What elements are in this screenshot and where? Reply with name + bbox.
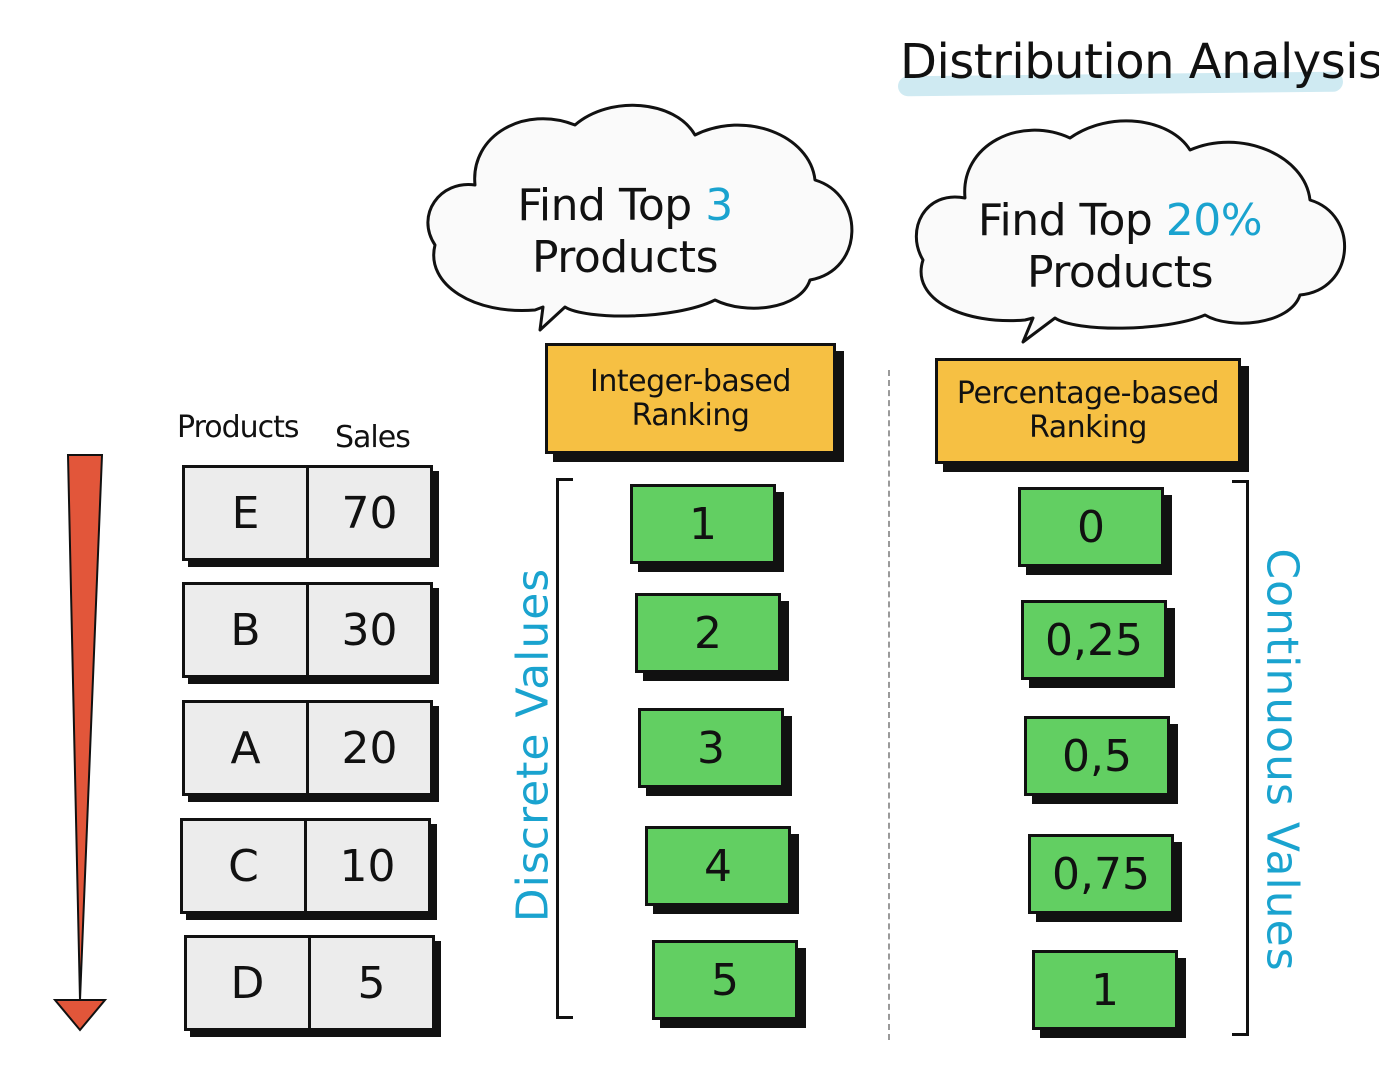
descending-arrow-icon bbox=[52, 454, 108, 1032]
integer-rank-box: 5 bbox=[652, 940, 798, 1020]
percent-rank-box: 1 bbox=[1032, 950, 1178, 1030]
product-cell: A bbox=[230, 722, 261, 774]
sales-header: Sales bbox=[335, 420, 411, 455]
product-cell: E bbox=[231, 487, 260, 539]
cloud-line1: Find Top bbox=[517, 180, 706, 231]
discrete-bracket bbox=[556, 478, 573, 1019]
table-row: A 20 bbox=[182, 700, 433, 796]
cloud-text-top3: Find Top 3 Products bbox=[470, 180, 780, 284]
product-cell: C bbox=[228, 840, 259, 892]
label-line2: Ranking bbox=[1029, 410, 1147, 445]
products-header: Products bbox=[177, 410, 300, 445]
discrete-values-label: Discrete Values bbox=[507, 567, 559, 923]
thought-cloud-top3 bbox=[426, 103, 854, 332]
cloud-line2: Products bbox=[532, 232, 719, 283]
sales-cell: 70 bbox=[306, 468, 430, 558]
percent-rank-box: 0,5 bbox=[1024, 716, 1170, 796]
thought-cloud-top20 bbox=[914, 119, 1346, 344]
product-cell: B bbox=[230, 604, 261, 656]
cloud-highlight: 20% bbox=[1165, 195, 1263, 246]
page-title: Distribution Analysis bbox=[900, 34, 1379, 90]
cloud-line2: Products bbox=[1027, 247, 1214, 298]
integer-rank-box: 3 bbox=[638, 708, 784, 788]
table-row: C 10 bbox=[180, 818, 431, 914]
product-cell: D bbox=[230, 957, 265, 1009]
table-row: E 70 bbox=[182, 465, 433, 561]
integer-rank-box: 4 bbox=[645, 826, 791, 906]
table-row: D 5 bbox=[184, 935, 435, 1031]
label-line1: Integer-based bbox=[590, 363, 791, 399]
integer-based-ranking-label: Integer-based Ranking bbox=[545, 343, 836, 454]
percent-rank-box: 0,25 bbox=[1021, 600, 1167, 680]
continuous-bracket bbox=[1232, 480, 1249, 1036]
continuous-values-label: Continuous Values bbox=[1256, 548, 1308, 972]
label-line1: Percentage-based bbox=[956, 376, 1220, 411]
table-row: B 30 bbox=[182, 582, 433, 678]
percent-rank-box: 0 bbox=[1018, 487, 1164, 567]
cloud-line1: Find Top bbox=[977, 195, 1166, 246]
sales-cell: 10 bbox=[304, 821, 428, 911]
cloud-text-top20: Find Top 20% Products bbox=[955, 195, 1285, 299]
percent-rank-box: 0,75 bbox=[1028, 834, 1174, 914]
sales-cell: 20 bbox=[306, 703, 430, 793]
integer-rank-box: 2 bbox=[635, 593, 781, 673]
title-block: Distribution Analysis bbox=[890, 26, 1379, 106]
sales-cell: 30 bbox=[306, 585, 430, 675]
label-line2: Ranking bbox=[631, 397, 750, 433]
cloud-highlight: 3 bbox=[705, 180, 733, 231]
column-divider bbox=[888, 370, 890, 1040]
integer-rank-box: 1 bbox=[630, 484, 776, 564]
sales-cell: 5 bbox=[308, 938, 432, 1028]
percentage-based-ranking-label: Percentage-based Ranking bbox=[935, 358, 1241, 464]
